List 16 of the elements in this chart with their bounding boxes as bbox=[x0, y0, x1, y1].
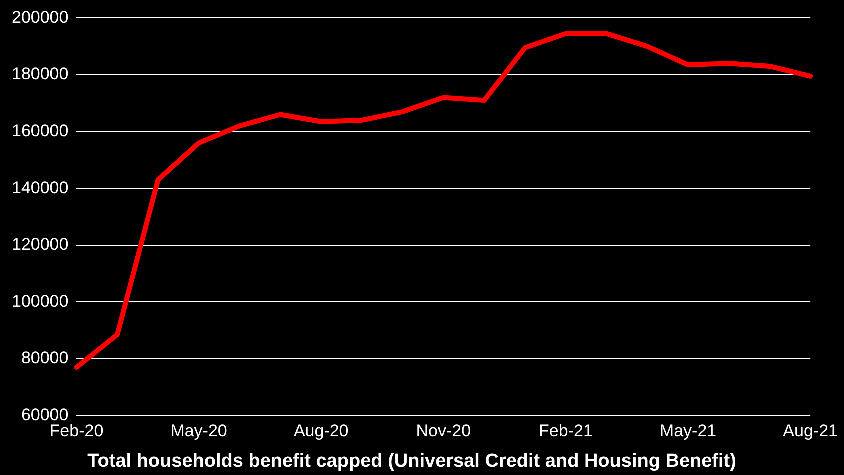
y-tick-label: 160000 bbox=[12, 121, 69, 140]
y-tick-label: 200000 bbox=[12, 8, 69, 27]
y-tick-label: 80000 bbox=[21, 348, 69, 368]
x-tick-label: Aug-20 bbox=[294, 422, 349, 441]
x-tick-label: Feb-20 bbox=[50, 422, 104, 441]
y-tick-label: 100000 bbox=[12, 292, 69, 311]
text: Total households benefit capped (Universal Credit and Housing Benefit) bbox=[88, 450, 736, 472]
x-tick-label: Nov-20 bbox=[416, 422, 472, 441]
x-tick-label: May-21 bbox=[660, 422, 717, 441]
x-tick-label: May-20 bbox=[170, 422, 228, 441]
y-tick-label: 120000 bbox=[12, 235, 69, 254]
y-tick-label: 180000 bbox=[12, 64, 69, 84]
y-tick-label: 60000 bbox=[21, 405, 69, 424]
x-tick-label: Feb-21 bbox=[539, 422, 593, 441]
y-tick-label: 140000 bbox=[12, 178, 69, 198]
x-tick-label: Aug-21 bbox=[783, 422, 838, 441]
